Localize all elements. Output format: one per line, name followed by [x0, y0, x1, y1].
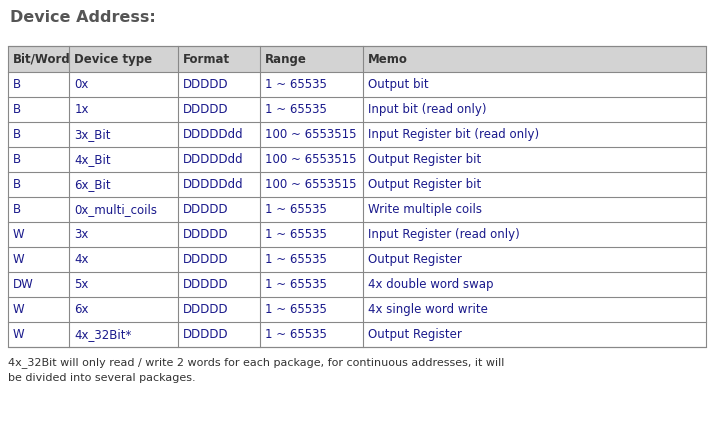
Bar [8, 222, 706, 247]
Text: Input bit (read only): Input bit (read only) [368, 103, 487, 116]
Text: 4x_32Bit will only read / write 2 words for each package, for continuous address: 4x_32Bit will only read / write 2 words … [8, 357, 504, 368]
Text: Bit/Word: Bit/Word [13, 53, 71, 65]
Text: DDDDD: DDDDD [183, 253, 228, 266]
Text: 1 ~ 65535: 1 ~ 65535 [265, 278, 327, 291]
Text: Device type: Device type [74, 53, 153, 65]
Text: 1 ~ 65535: 1 ~ 65535 [265, 253, 327, 266]
Text: 5x: 5x [74, 278, 89, 291]
Text: 1 ~ 65535: 1 ~ 65535 [265, 103, 327, 116]
Text: DDDDDdd: DDDDDdd [183, 128, 243, 141]
Text: Output Register bit: Output Register bit [368, 178, 481, 191]
Text: 1 ~ 65535: 1 ~ 65535 [265, 328, 327, 341]
Text: DDDDD: DDDDD [183, 78, 228, 91]
Text: Format: Format [183, 53, 230, 65]
Text: Output Register: Output Register [368, 328, 462, 341]
Text: B: B [13, 128, 21, 141]
Text: DDDDD: DDDDD [183, 278, 228, 291]
Text: 100 ~ 6553515: 100 ~ 6553515 [265, 128, 356, 141]
Text: 6x_Bit: 6x_Bit [74, 178, 111, 191]
Text: W: W [13, 253, 24, 266]
Text: Write multiple coils: Write multiple coils [368, 203, 482, 216]
Text: 1 ~ 65535: 1 ~ 65535 [265, 78, 327, 91]
Text: 1 ~ 65535: 1 ~ 65535 [265, 228, 327, 241]
Text: 4x double word swap: 4x double word swap [368, 278, 494, 291]
Bar [8, 122, 706, 147]
Text: Input Register bit (read only): Input Register bit (read only) [368, 128, 539, 141]
Text: DW: DW [13, 278, 34, 291]
Bar [8, 172, 706, 197]
Text: Output Register: Output Register [368, 253, 462, 266]
Text: B: B [13, 203, 21, 216]
Text: 3x_Bit: 3x_Bit [74, 128, 111, 141]
Bar [8, 272, 706, 297]
Bar [8, 97, 706, 122]
Text: DDDDD: DDDDD [183, 103, 228, 116]
Bar [8, 297, 706, 322]
Text: be divided into several packages.: be divided into several packages. [8, 373, 196, 383]
Text: 100 ~ 6553515: 100 ~ 6553515 [265, 153, 356, 166]
Text: W: W [13, 303, 24, 316]
Text: 6x: 6x [74, 303, 89, 316]
Text: Memo: Memo [368, 53, 408, 65]
Text: B: B [13, 78, 21, 91]
Text: Input Register (read only): Input Register (read only) [368, 228, 520, 241]
Text: DDDDD: DDDDD [183, 228, 228, 241]
Text: 3x: 3x [74, 228, 89, 241]
Text: DDDDD: DDDDD [183, 303, 228, 316]
Bar [8, 322, 706, 347]
Text: Output Register bit: Output Register bit [368, 153, 481, 166]
Text: DDDDD: DDDDD [183, 328, 228, 341]
Bar [8, 197, 706, 222]
Text: 1x: 1x [74, 103, 89, 116]
Text: 0x_multi_coils: 0x_multi_coils [74, 203, 157, 216]
Bar [8, 46, 706, 72]
Text: DDDDDdd: DDDDDdd [183, 153, 243, 166]
Text: B: B [13, 103, 21, 116]
Text: 4x: 4x [74, 253, 89, 266]
Bar [8, 46, 706, 347]
Bar [8, 147, 706, 172]
Text: Output bit: Output bit [368, 78, 429, 91]
Text: 4x_Bit: 4x_Bit [74, 153, 111, 166]
Text: B: B [13, 153, 21, 166]
Text: DDDDD: DDDDD [183, 203, 228, 216]
Text: 0x: 0x [74, 78, 89, 91]
Text: 1 ~ 65535: 1 ~ 65535 [265, 303, 327, 316]
Text: B: B [13, 178, 21, 191]
Text: Device Address:: Device Address: [10, 10, 156, 25]
Text: 100 ~ 6553515: 100 ~ 6553515 [265, 178, 356, 191]
Text: 4x single word write: 4x single word write [368, 303, 488, 316]
Text: W: W [13, 328, 24, 341]
Text: W: W [13, 228, 24, 241]
Text: 4x_32Bit*: 4x_32Bit* [74, 328, 132, 341]
Text: DDDDDdd: DDDDDdd [183, 178, 243, 191]
Bar [8, 247, 706, 272]
Text: Range: Range [265, 53, 307, 65]
Text: 1 ~ 65535: 1 ~ 65535 [265, 203, 327, 216]
Bar [8, 72, 706, 97]
